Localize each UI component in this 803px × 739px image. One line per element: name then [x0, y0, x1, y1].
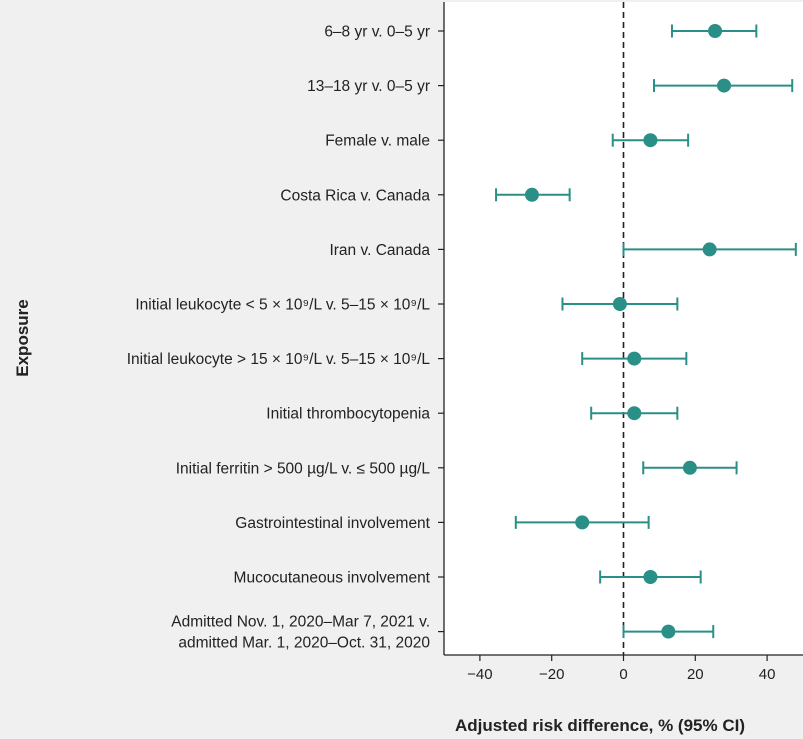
y-category-label: 6–8 yr v. 0–5 yr — [324, 24, 430, 41]
estimate-point — [627, 351, 642, 366]
estimate-point — [682, 460, 697, 475]
estimate-point — [661, 624, 676, 639]
ci-row — [670, 24, 758, 38]
estimate-point — [702, 242, 717, 257]
y-axis-title: Exposure — [13, 299, 32, 376]
ci-row — [653, 78, 794, 93]
y-category-label: 13–18 yr v. 0–5 yr — [307, 78, 430, 95]
x-axis-title: Adjusted risk difference, % (95% CI) — [455, 716, 745, 735]
y-category-label: Gastrointestinal involvement — [235, 515, 430, 532]
estimate-point — [643, 570, 658, 584]
y-category-label: Initial thrombocytopenia — [266, 406, 430, 423]
ci-row — [599, 570, 702, 584]
x-tick-label: 40 — [759, 666, 776, 683]
ci-row — [590, 406, 679, 421]
x-tick-label: 20 — [687, 666, 704, 683]
x-tick-label: −40 — [467, 666, 492, 683]
estimate-point — [524, 187, 539, 202]
estimate-point — [612, 297, 627, 311]
y-category-label: Mucocutaneous involvement — [234, 570, 431, 587]
ci-row — [561, 297, 679, 311]
estimate-point — [627, 406, 642, 421]
estimate-point — [717, 78, 732, 93]
x-tick-label: 0 — [619, 666, 627, 683]
y-category-label: Costa Rica v. Canada — [280, 187, 430, 204]
ci-row — [581, 351, 688, 366]
ci-row — [495, 187, 571, 202]
ci-row — [642, 460, 738, 475]
y-category-label: Admitted Nov. 1, 2020–Mar 7, 2021 v. — [171, 614, 430, 631]
ci-row — [622, 624, 715, 639]
x-tick-label: −20 — [539, 666, 564, 683]
ci-row — [611, 133, 690, 148]
y-category-label: Female v. male — [325, 133, 430, 150]
y-category-label: Initial leukocyte > 15 × 10⁹/L v. 5–15 ×… — [127, 351, 431, 368]
y-category-label: admitted Mar. 1, 2020–Oct. 31, 2020 — [178, 635, 430, 652]
y-category-label: Initial ferritin > 500 µg/L v. ≤ 500 µg/… — [176, 460, 431, 477]
estimate-point — [643, 133, 658, 148]
y-category-label: Initial leukocyte < 5 × 10⁹/L v. 5–15 × … — [135, 297, 430, 314]
estimate-point — [575, 515, 590, 530]
ci-row — [622, 242, 797, 257]
y-category-label: Iran v. Canada — [329, 242, 430, 259]
estimate-point — [708, 24, 723, 38]
ci-row — [514, 515, 650, 530]
